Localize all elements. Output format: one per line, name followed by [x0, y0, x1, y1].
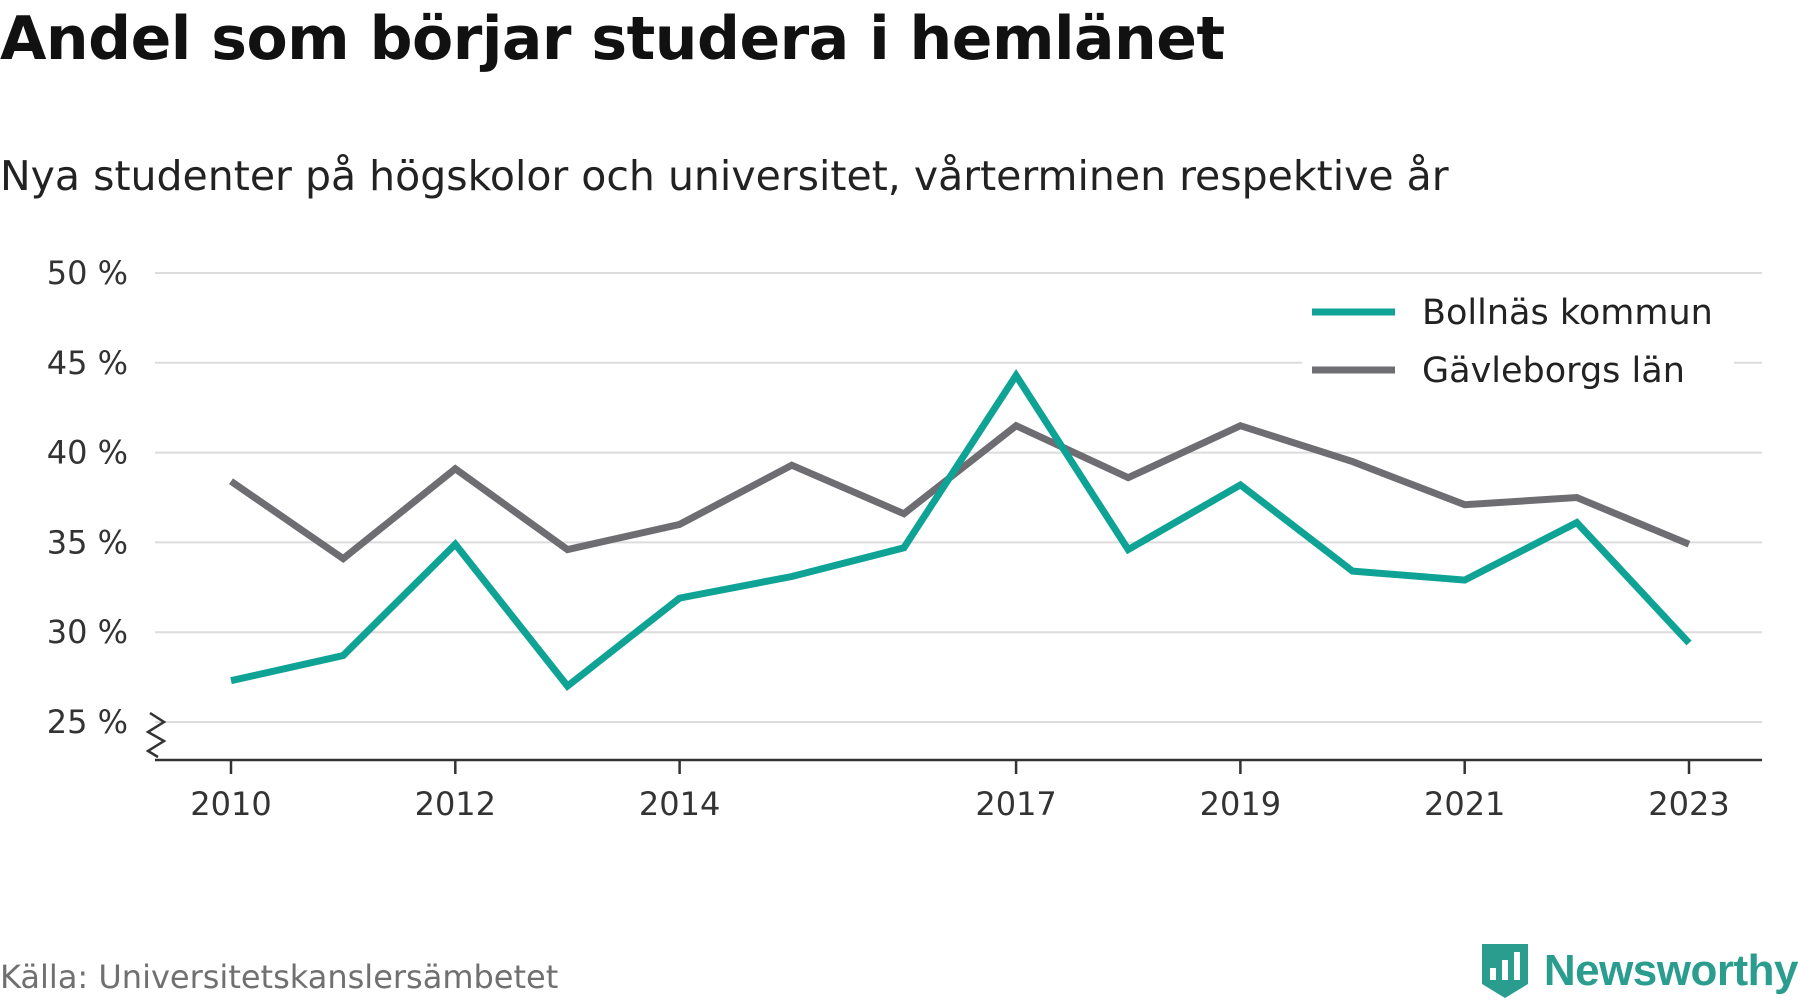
axis-break-mark: [145, 711, 167, 759]
x-tick-label: 2010: [190, 785, 271, 823]
newsworthy-logo-icon: [1481, 944, 1528, 998]
legend-label: Bollnäs kommun: [1422, 293, 1713, 333]
y-tick-label: 40 %: [47, 434, 128, 472]
series-lines: [229, 368, 1692, 692]
y-tick-label: 45 %: [47, 344, 128, 382]
x-tick-label: 2012: [415, 785, 496, 823]
y-tick-label: 25 %: [47, 703, 128, 741]
brand-name: Newsworthy: [1543, 946, 1799, 995]
x-tick-label: 2019: [1200, 785, 1281, 823]
y-axis: 25 % 30 % 35 % 40 % 45 % 50 %: [47, 254, 167, 759]
source-note: Källa: Universitetskanslersämbetet: [0, 958, 559, 996]
y-tick-label: 35 %: [47, 523, 128, 561]
x-tick-label: 2017: [975, 785, 1056, 823]
y-tick-label: 50 %: [47, 254, 128, 292]
chart-title: Andel som börjar studera i hemlänet: [0, 4, 1225, 74]
legend: Bollnäs kommun Gävleborgs län: [1302, 280, 1734, 398]
y-tick-label: 30 %: [47, 613, 128, 651]
legend-label: Gävleborgs län: [1422, 351, 1685, 391]
series-line-1: [229, 421, 1691, 563]
brand: Newsworthy: [1480, 940, 1799, 1002]
x-tick-label: 2021: [1424, 785, 1505, 823]
gridlines: [155, 272, 1762, 723]
series-line-0: [230, 368, 1692, 692]
x-axis: 2010 2012 2014 2017 2019 2021 2023: [155, 758, 1762, 823]
x-tick-label: 2014: [639, 785, 720, 823]
chart-subtitle: Nya studenter på högskolor och universit…: [0, 152, 1449, 200]
x-tick-label: 2023: [1648, 785, 1729, 823]
legend-background: [1302, 280, 1734, 398]
